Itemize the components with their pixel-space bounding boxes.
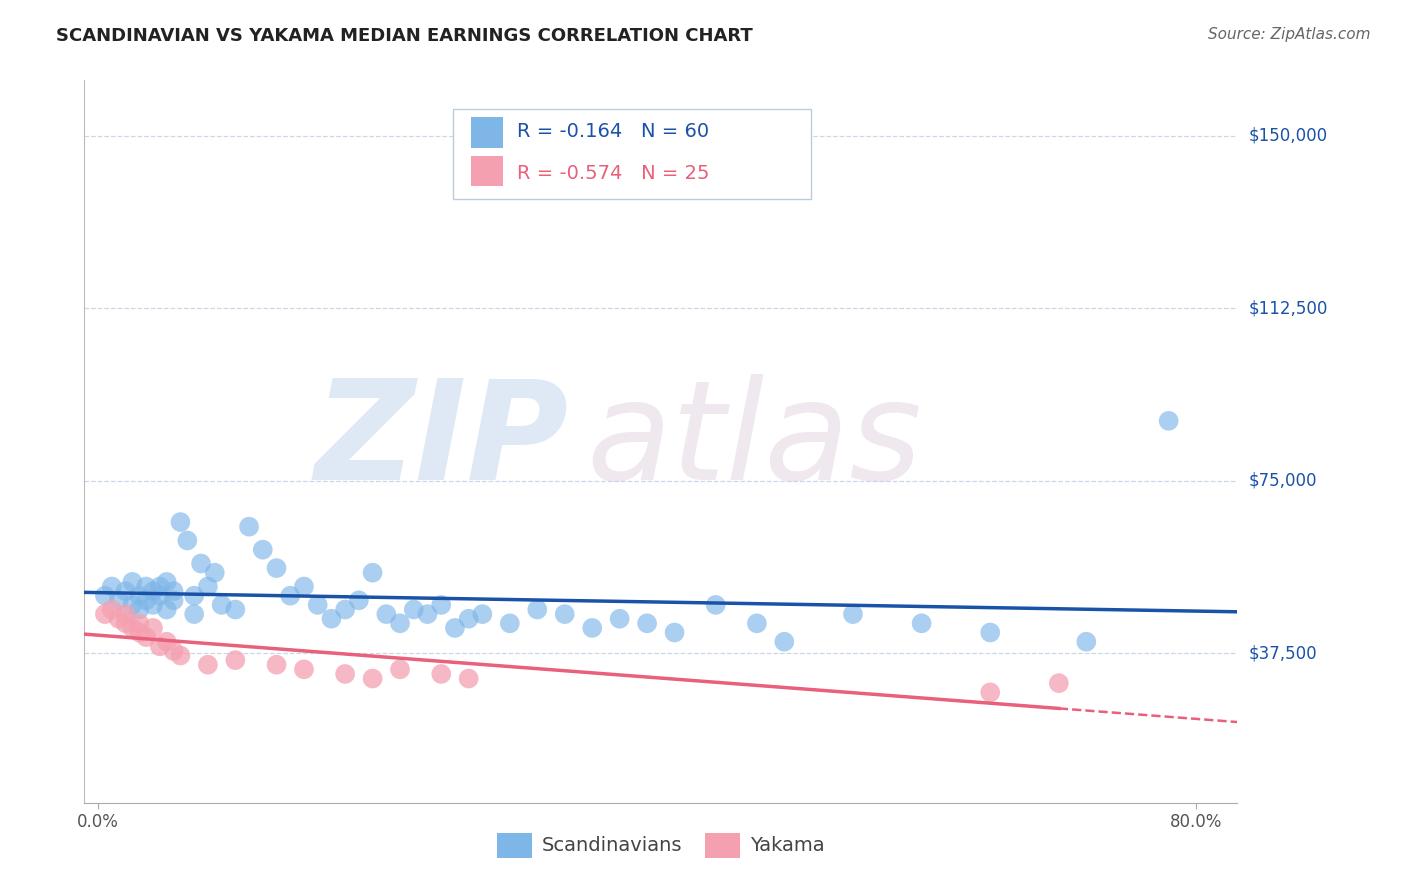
Point: [842, 607, 865, 621]
Point: [910, 616, 932, 631]
Point: [430, 598, 453, 612]
Point: [266, 657, 288, 672]
Point: [94, 607, 117, 621]
FancyBboxPatch shape: [453, 109, 811, 200]
Point: [361, 566, 384, 580]
Point: [101, 602, 124, 616]
Point: [114, 584, 136, 599]
Point: [162, 584, 184, 599]
Point: [149, 640, 172, 654]
Point: [636, 616, 658, 631]
Point: [107, 612, 129, 626]
Point: [278, 589, 301, 603]
Point: [224, 653, 246, 667]
Point: [375, 607, 398, 621]
Point: [128, 625, 150, 640]
Point: [416, 607, 439, 621]
Point: [979, 625, 1001, 640]
Text: SCANDINAVIAN VS YAKAMA MEDIAN EARNINGS CORRELATION CHART: SCANDINAVIAN VS YAKAMA MEDIAN EARNINGS C…: [56, 27, 754, 45]
Point: [121, 598, 143, 612]
Point: [361, 672, 384, 686]
Point: [156, 574, 179, 589]
Point: [321, 612, 343, 626]
Point: [554, 607, 576, 621]
Point: [197, 580, 219, 594]
Point: [211, 598, 233, 612]
Point: [292, 662, 315, 676]
Point: [430, 667, 453, 681]
Point: [979, 685, 1001, 699]
Point: [773, 634, 796, 648]
Point: [128, 616, 150, 631]
Point: [135, 580, 157, 594]
Point: [1076, 634, 1098, 648]
Point: [169, 648, 191, 663]
Point: [128, 589, 150, 603]
Point: [94, 589, 117, 603]
Point: [183, 607, 205, 621]
Text: R = -0.164   N = 60: R = -0.164 N = 60: [517, 122, 709, 142]
Point: [444, 621, 467, 635]
Point: [224, 602, 246, 616]
Point: [745, 616, 768, 631]
Point: [609, 612, 631, 626]
Point: [162, 593, 184, 607]
Text: Source: ZipAtlas.com: Source: ZipAtlas.com: [1208, 27, 1371, 42]
Point: [292, 580, 315, 594]
Point: [142, 598, 165, 612]
Point: [128, 602, 150, 616]
Point: [238, 519, 260, 533]
Point: [347, 593, 370, 607]
Point: [664, 625, 686, 640]
Point: [176, 533, 198, 548]
Point: [149, 589, 172, 603]
Point: [190, 557, 212, 571]
Point: [1157, 414, 1180, 428]
Point: [135, 630, 157, 644]
Point: [457, 672, 479, 686]
Point: [183, 589, 205, 603]
Text: $75,000: $75,000: [1249, 472, 1317, 490]
Point: [307, 598, 329, 612]
Point: [704, 598, 727, 612]
Point: [149, 580, 172, 594]
Point: [114, 616, 136, 631]
Point: [142, 621, 165, 635]
Point: [252, 542, 274, 557]
Text: $112,500: $112,500: [1249, 299, 1327, 317]
Text: R = -0.574   N = 25: R = -0.574 N = 25: [517, 164, 709, 183]
Point: [156, 634, 179, 648]
Point: [499, 616, 522, 631]
Point: [402, 602, 425, 616]
Point: [333, 667, 356, 681]
Point: [204, 566, 226, 580]
Point: [266, 561, 288, 575]
Point: [197, 657, 219, 672]
Point: [471, 607, 494, 621]
Text: atlas: atlas: [586, 374, 921, 509]
Text: $37,500: $37,500: [1249, 644, 1317, 662]
Point: [121, 621, 143, 635]
Point: [156, 602, 179, 616]
Point: [107, 593, 129, 607]
Legend: Scandinavians, Yakama: Scandinavians, Yakama: [489, 825, 832, 865]
Point: [389, 616, 412, 631]
FancyBboxPatch shape: [471, 155, 503, 186]
Text: $150,000: $150,000: [1249, 127, 1327, 145]
Point: [581, 621, 603, 635]
Point: [142, 584, 165, 599]
Point: [121, 574, 143, 589]
Point: [526, 602, 548, 616]
Point: [114, 607, 136, 621]
Point: [162, 644, 184, 658]
Point: [333, 602, 356, 616]
FancyBboxPatch shape: [471, 118, 503, 148]
Point: [101, 580, 124, 594]
Point: [389, 662, 412, 676]
Point: [457, 612, 479, 626]
Text: ZIP: ZIP: [315, 374, 568, 509]
Point: [1047, 676, 1070, 690]
Point: [169, 515, 191, 529]
Point: [135, 593, 157, 607]
